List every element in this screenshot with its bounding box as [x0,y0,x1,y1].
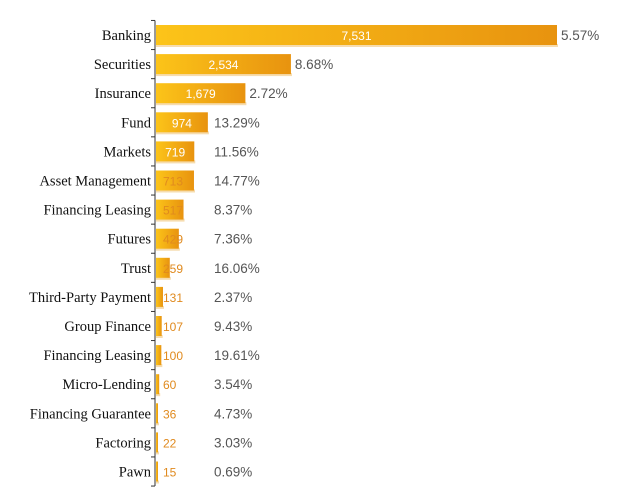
bar [156,141,195,162]
bar [156,403,158,424]
value-label: 36 [163,407,177,421]
bar-shadow [156,364,163,368]
percentage-label: 3.03% [214,435,252,450]
percentage-label: 2.72% [249,86,287,101]
value-label: 22 [163,436,177,450]
bar-shadow [156,305,164,309]
bar [156,170,194,191]
percentage-label: 2.37% [214,290,252,305]
value-label: 107 [163,320,183,334]
bar-shadow [156,480,159,484]
value-label: 100 [163,349,183,363]
value-label: 974 [172,116,192,130]
category-label: Asset Management [39,174,151,190]
category-label: Financing Guarantee [30,406,151,422]
bar [156,345,162,366]
bar-shadow [156,393,161,397]
value-label: 131 [163,291,183,305]
bar [156,83,246,104]
bar-shadow [156,247,180,251]
percentage-label: 0.69% [214,465,252,480]
value-label: 15 [163,466,177,480]
value-label: 517 [163,204,183,218]
category-label: Securities [94,57,152,73]
bar-shadow [156,160,196,164]
value-label: 259 [163,262,183,276]
bar-shadow [156,102,247,106]
category-label: Insurance [95,86,151,102]
bar [156,432,158,453]
bar-shadow [156,451,159,455]
category-label: Third-Party Payment [29,290,151,306]
category-label: Banking [102,28,151,44]
percentage-label: 16.06% [214,261,260,276]
bar [156,228,179,249]
value-label: 713 [163,175,183,189]
category-label: Markets [103,144,151,160]
bar-shadow [156,189,195,193]
bar-shadow [156,335,163,338]
bar-shadow [156,218,185,222]
value-label: 7,531 [341,29,371,43]
bar [156,199,184,220]
percentage-label: 11.56% [214,144,259,159]
category-label: Trust [121,261,151,277]
bar [156,25,557,45]
bar-shadow [156,44,558,47]
value-label: 2,534 [208,58,238,72]
category-label: Futures [108,232,152,248]
bar [156,54,291,75]
bar [156,316,162,336]
bar [156,257,170,278]
percentage-label: 9.43% [214,319,252,334]
labels-layer: Banking 7,531 5.57% Securities 2,534 8.68% Ins… [29,28,599,481]
percentage-label: 4.73% [214,406,252,421]
percentage-label: 3.54% [214,377,252,392]
bar-shadow [156,131,209,135]
percentage-label: 8.68% [295,57,333,72]
category-label: Factoring [95,435,151,451]
percentage-label: 14.77% [214,174,260,189]
percentage-label: 7.36% [214,232,252,247]
category-label: Financing Leasing [43,203,151,219]
category-label: Financing Leasing [43,348,151,364]
percentage-label: 13.29% [214,115,260,130]
bar-shadow [156,73,292,77]
bar [156,374,160,395]
value-label: 1,679 [186,87,216,101]
value-label: 60 [163,378,177,392]
value-label: 429 [163,233,183,247]
percentage-label: 5.57% [561,28,599,43]
bar-shadow [156,276,171,280]
bar [156,112,208,133]
category-label: Fund [121,115,152,131]
bar [156,286,163,307]
bars-layer [156,25,558,484]
bar-shadow [156,422,159,426]
percentage-label: 19.61% [214,348,260,363]
category-label: Micro-Lending [62,377,151,393]
category-label: Group Finance [64,319,151,335]
value-label: 719 [165,145,185,159]
bar [156,461,158,482]
percentage-label: 8.37% [214,203,252,218]
category-label: Pawn [119,465,152,481]
